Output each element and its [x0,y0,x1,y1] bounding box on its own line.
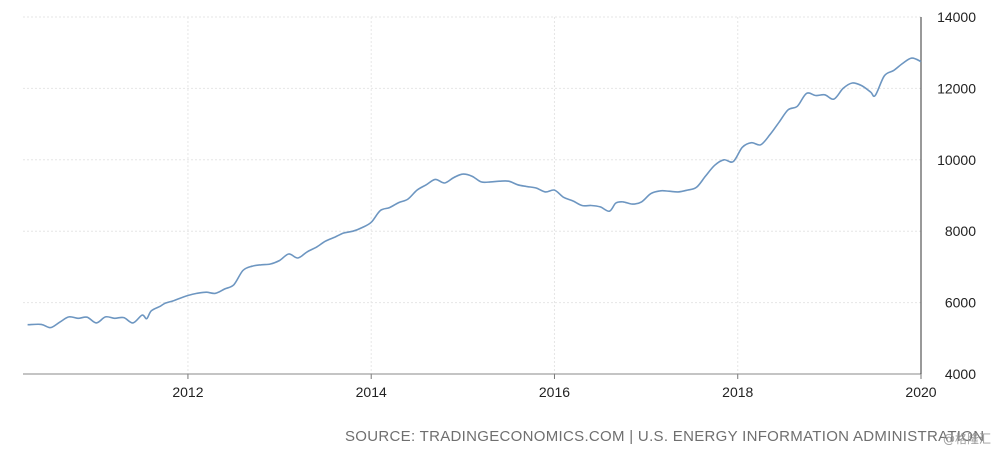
axes [23,17,922,379]
y-tick-label: 10000 [937,152,976,168]
x-tick-label: 2016 [539,384,570,400]
y-tick-label: 4000 [945,366,976,382]
x-tick-label: 2014 [356,384,387,400]
x-tick-label: 2020 [905,384,936,400]
source-attribution: SOURCE: TRADINGECONOMICS.COM | U.S. ENER… [345,428,985,445]
x-tick-label: 2018 [722,384,753,400]
tick-labels: 4000 6000 8000 10000 12000 14000 2012 2014 2016 2… [172,9,976,400]
x-tick-label: 2012 [172,384,203,400]
y-tick-label: 14000 [937,9,976,25]
grid-lines [23,16,921,374]
y-tick-label: 12000 [937,80,976,96]
series-line [27,57,922,329]
y-tick-label: 8000 [945,223,976,239]
series-layer [27,57,922,329]
watermark: @格隆汇 [943,432,992,446]
y-tick-label: 6000 [945,295,976,311]
